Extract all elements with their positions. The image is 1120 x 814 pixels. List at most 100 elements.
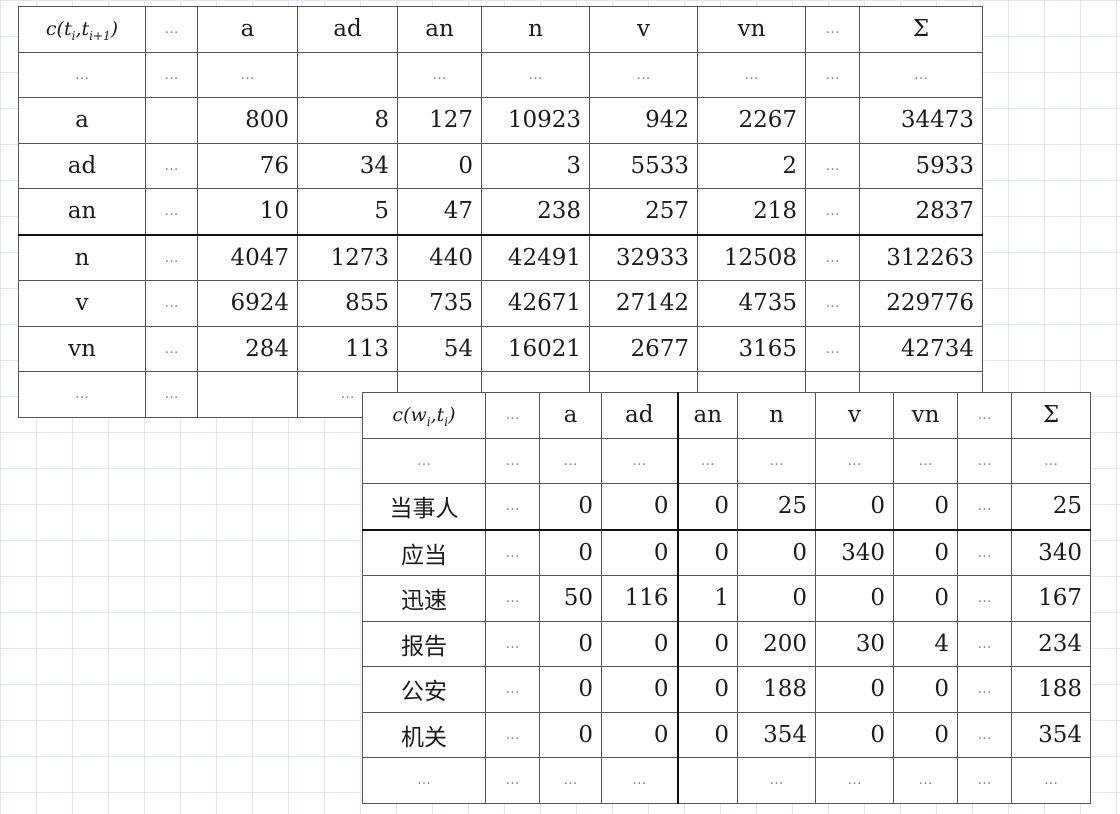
table-cell: … <box>815 757 894 804</box>
row-label: 公安 <box>362 666 486 713</box>
table-cell: … <box>957 757 1012 804</box>
corner-header: c(ti,ti+1) <box>18 6 146 53</box>
table-cell: 284 <box>197 325 298 372</box>
table-cell: … <box>589 51 698 98</box>
table-cell: 27142 <box>589 280 698 327</box>
column-header: ad <box>601 392 678 439</box>
table-cell: 1 <box>676 575 738 622</box>
table-cell: 6924 <box>197 280 298 327</box>
table-cell: 257 <box>589 188 698 235</box>
table-cell: 0 <box>737 528 816 576</box>
table-cell: … <box>859 51 983 98</box>
table-cell: … <box>145 51 198 98</box>
table-cell: 0 <box>893 575 958 622</box>
column-header: … <box>805 6 860 53</box>
table-row: 机关 … 0 0 0 354 0 0 … 354 <box>362 711 1091 758</box>
table-cell: 0 <box>539 528 602 576</box>
table-cell: 34 <box>297 142 398 189</box>
table-cell: 354 <box>737 711 816 758</box>
tag-transition-table: c(ti,ti+1) … a ad an n v vn … Σ … … … … … <box>18 6 983 418</box>
table-cell: … <box>539 437 602 484</box>
table-cell: 440 <box>397 233 482 281</box>
table-cell: … <box>485 575 540 622</box>
table-cell: … <box>485 711 540 758</box>
column-header: vn <box>697 6 806 53</box>
table-cell: … <box>485 483 540 530</box>
table-cell: 800 <box>197 97 298 144</box>
column-header: vn <box>893 392 958 439</box>
table-row: vn … 284 113 54 16021 2677 3165 … 42734 <box>18 325 983 372</box>
column-header: an <box>397 6 482 53</box>
table-cell: 340 <box>815 528 894 576</box>
table-cell: 16021 <box>481 325 590 372</box>
table-row: 应当 … 0 0 0 0 340 0 … 340 <box>362 528 1091 576</box>
table-cell: 34473 <box>859 97 983 144</box>
column-header: … <box>145 6 198 53</box>
table-cell: 0 <box>737 575 816 622</box>
table-cell: … <box>145 142 198 189</box>
table-cell: 0 <box>397 142 482 189</box>
table-cell: 54 <box>397 325 482 372</box>
table-cell: 0 <box>676 483 738 530</box>
table-cell: 30 <box>815 620 894 667</box>
row-label: … <box>362 437 486 484</box>
table-cell: … <box>737 757 816 804</box>
table-cell <box>676 757 738 804</box>
table-cell: 0 <box>601 620 678 667</box>
table-row: a 800 8 127 10923 942 2267 34473 <box>18 97 983 144</box>
column-header: a <box>197 6 298 53</box>
column-header: Σ <box>859 6 983 53</box>
table-cell: 4047 <box>197 233 298 281</box>
table-row: … … … … … … … … … <box>362 757 1091 804</box>
table-cell: 0 <box>539 711 602 758</box>
table-row: 当事人 … 0 0 0 25 0 0 … 25 <box>362 483 1091 530</box>
table-cell: 127 <box>397 97 482 144</box>
table-cell: … <box>485 437 540 484</box>
table-cell: 3165 <box>697 325 806 372</box>
row-label: 机关 <box>362 711 486 758</box>
table-cell: 0 <box>815 711 894 758</box>
table-cell: … <box>957 620 1012 667</box>
table-cell: … <box>957 437 1012 484</box>
table-cell: … <box>539 757 602 804</box>
table-cell: … <box>957 528 1012 576</box>
table-row: an … 10 5 47 238 257 218 … 2837 <box>18 188 983 235</box>
table-cell: 10923 <box>481 97 590 144</box>
table-cell: 340 <box>1011 528 1091 576</box>
table-cell: 25 <box>737 483 816 530</box>
header-row: c(ti,ti+1) … a ad an n v vn … Σ <box>18 6 983 53</box>
column-header: Σ <box>1011 392 1091 439</box>
table-row: 公安 … 0 0 0 188 0 0 … 188 <box>362 666 1091 713</box>
table-cell: … <box>145 188 198 235</box>
table-cell: 0 <box>539 483 602 530</box>
row-label: vn <box>18 325 146 372</box>
table-cell: … <box>145 325 198 372</box>
table-cell: 2267 <box>697 97 806 144</box>
row-label: 当事人 <box>362 483 486 530</box>
table-cell: 0 <box>601 483 678 530</box>
table-cell: … <box>481 51 590 98</box>
row-label: n <box>18 233 146 281</box>
row-label: 应当 <box>362 528 486 576</box>
table-cell: 188 <box>1011 666 1091 713</box>
table-cell <box>297 51 398 98</box>
table-cell: 0 <box>893 483 958 530</box>
table-cell: 218 <box>697 188 806 235</box>
table-cell: … <box>145 233 198 281</box>
table-cell: … <box>485 620 540 667</box>
table-cell: 0 <box>815 575 894 622</box>
table-row: v … 6924 855 735 42671 27142 4735 … 2297… <box>18 280 983 327</box>
table-cell: 238 <box>481 188 590 235</box>
table-cell: 5533 <box>589 142 698 189</box>
table-cell: … <box>805 280 860 327</box>
row-label: a <box>18 97 146 144</box>
table-cell: 12508 <box>697 233 806 281</box>
table-cell: … <box>601 757 678 804</box>
table-cell: … <box>805 325 860 372</box>
table-cell: … <box>145 371 198 418</box>
table-cell: 10 <box>197 188 298 235</box>
table-cell: 2 <box>697 142 806 189</box>
table-cell <box>197 371 298 418</box>
table-cell: 188 <box>737 666 816 713</box>
table-cell: 76 <box>197 142 298 189</box>
